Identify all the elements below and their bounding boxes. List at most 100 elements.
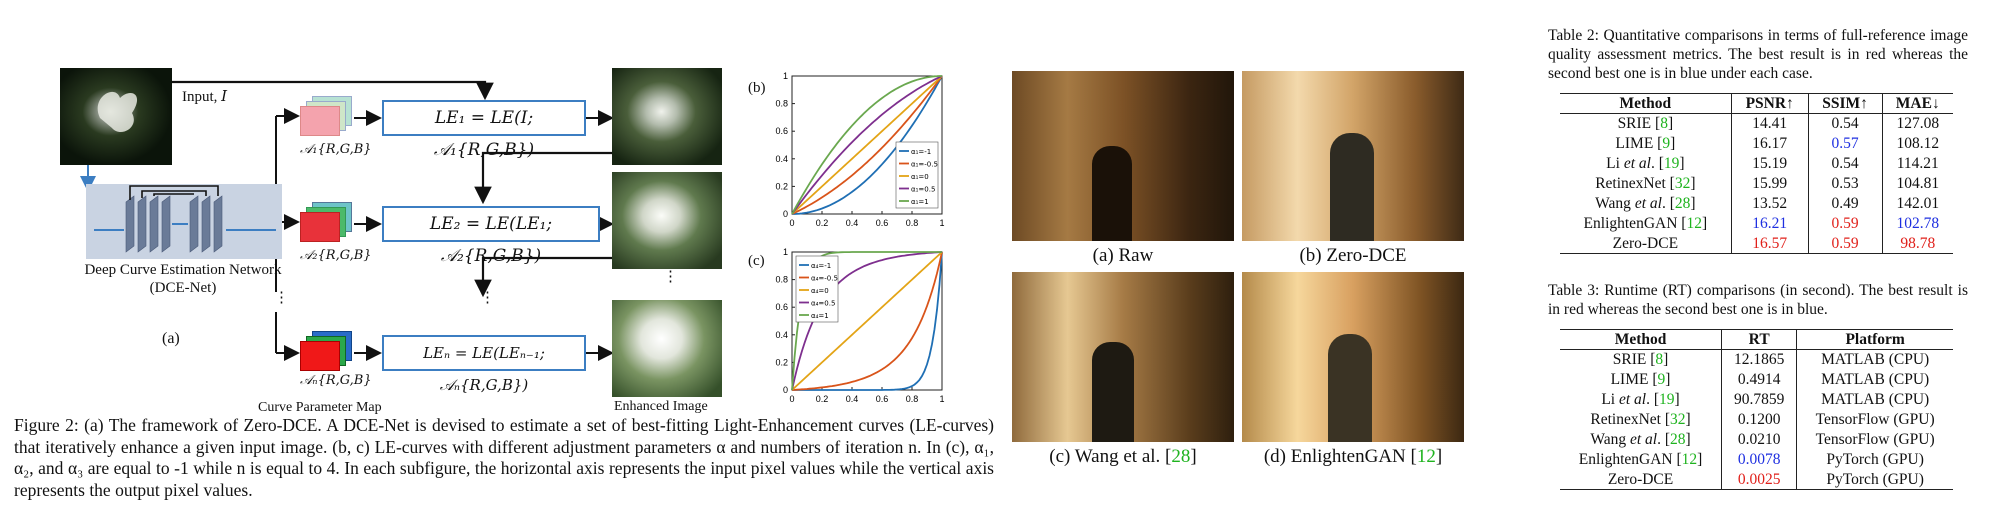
column-header: PSNR↑	[1730, 93, 1809, 114]
legend-label: α₁=1	[911, 198, 929, 206]
x-tick-label: 0.6	[876, 394, 889, 404]
table-row: Zero-DCE 16.57 0.59 98.78	[1560, 233, 1953, 254]
method-cell: EnlightenGAN [12]	[1583, 215, 1708, 232]
value-cell: MATLAB (CPU)	[1796, 389, 1953, 410]
x-tick-label: 0	[789, 218, 794, 228]
caption-raw: (a) Raw	[1092, 245, 1154, 266]
table-row: Li et al. [19] 90.7859 MATLAB (CPU)	[1560, 389, 1953, 410]
photo-zero-dce	[1242, 71, 1464, 241]
chart-c: 0 0.2 0.4 0.6 0.8 1 0 0.2 0.4 0.6 0.8 1 α₄=-1 α₄=-0.5…	[775, 247, 944, 404]
enhanced-label: Enhanced Image	[614, 399, 708, 414]
method-cell: SRIE [8]	[1612, 351, 1669, 369]
legend-box	[895, 141, 939, 209]
value-cell: 15.19	[1730, 153, 1809, 174]
x-tick-label: 1	[939, 218, 944, 228]
value-cell: 142.01	[1881, 193, 1953, 214]
curve-series-4	[791, 75, 942, 215]
dce-net-box	[86, 184, 282, 259]
panel-b-label: (b)	[748, 80, 766, 96]
value-cell: 104.81	[1881, 173, 1953, 194]
value-cell: 0.0210	[1721, 429, 1797, 450]
method-cell: Wang et al. [28]	[1590, 431, 1691, 448]
table2-caption: Table 2: Quantitative comparisons in ter…	[1548, 27, 1968, 82]
le2-box: LE₂ = LE(LE₁; 𝒜₂{R,G,B})	[382, 206, 600, 266]
table-row: RetinexNet [32] 15.99 0.53 104.81	[1560, 173, 1953, 194]
value-cell: 98.78	[1881, 233, 1953, 254]
method-cell: SRIE [8]	[1617, 115, 1674, 133]
enhanced-image-2	[612, 172, 722, 269]
y-tick-label: 0.8	[775, 275, 788, 285]
chart-b: 0 0.2 0.4 0.6 0.8 1 0 0.2 0.4 0.6 0.8 1 α₁=-1 α₁=-0.5…	[775, 71, 944, 228]
photo-wang	[1012, 272, 1234, 442]
x-tick-label: 0	[789, 394, 794, 404]
column-header: MAE↓	[1881, 93, 1953, 114]
curve-series-3	[791, 75, 943, 215]
method-cell: RetinexNet [32]	[1590, 411, 1691, 428]
method-cell: Zero-DCE	[1612, 234, 1679, 252]
egret-icon	[97, 91, 138, 133]
framework-arrows	[80, 80, 614, 361]
table-row: EnlightenGAN [12] 16.21 0.59 102.78	[1560, 213, 1953, 234]
network-label: Deep Curve Estimation Network	[84, 262, 282, 278]
table-row: Wang et al. [28] 0.0210 TensorFlow (GPU)	[1560, 429, 1953, 450]
table2: Method PSNR↑ SSIM↑ MAE↓ SRIE [8] 14.41 0.54 127…	[1560, 93, 1953, 254]
curve-map-n	[300, 331, 356, 376]
x-tick-label: 0.8	[906, 394, 919, 404]
value-cell: MATLAB (CPU)	[1796, 349, 1953, 370]
y-tick-label: 0.6	[775, 302, 788, 312]
curve-series-0	[792, 75, 943, 215]
value-cell: 0.59	[1807, 233, 1882, 254]
table-row: LIME [9] 16.17 0.57 108.12	[1560, 133, 1953, 154]
table-header-row: Method PSNR↑ SSIM↑ MAE↓	[1560, 93, 1953, 114]
legend-label: α₄=-1	[811, 262, 831, 270]
method-cell: Zero-DCE	[1607, 470, 1674, 488]
column-header: Method	[1560, 329, 1722, 350]
value-cell: TensorFlow (GPU)	[1796, 429, 1953, 450]
vertical-ellipsis-3: ⋮	[663, 269, 678, 285]
legend-label: α₁=-0.5	[911, 161, 938, 169]
a1-label: 𝒜₁{R,G,B}	[300, 142, 372, 157]
y-tick-label: 0	[783, 209, 788, 219]
vertical-ellipsis: ⋮	[274, 290, 289, 306]
value-cell: 16.57	[1730, 233, 1809, 254]
method-cell: Li et al. [19]	[1601, 391, 1680, 408]
x-tick-label: 0.2	[816, 394, 829, 404]
enhanced-image-1	[612, 68, 722, 165]
photo-enlightengan	[1242, 272, 1464, 442]
table-row: RetinexNet [32] 0.1200 TensorFlow (GPU)	[1560, 409, 1953, 430]
x-tick-label: 0.2	[816, 218, 829, 228]
caption-enlightengan: (d) EnlightenGAN [12]	[1263, 446, 1443, 467]
panel-a-label: (a)	[162, 330, 180, 347]
table-row: Wang et al. [28] 13.52 0.49 142.01	[1560, 193, 1953, 214]
table-header-row: Method RT Platform	[1560, 329, 1953, 350]
column-header: Platform	[1796, 329, 1953, 350]
y-tick-label: 0	[783, 385, 788, 395]
legend-label: α₄=0.5	[811, 300, 835, 308]
value-cell: PyTorch (GPU)	[1796, 469, 1953, 490]
value-cell: 127.08	[1881, 113, 1953, 134]
caption-zero-dce: (b) Zero-DCE	[1299, 245, 1407, 266]
vertical-ellipsis-2: ⋮	[480, 290, 495, 306]
table-row: LIME [9] 0.4914 MATLAB (CPU)	[1560, 369, 1953, 390]
y-tick-label: 1	[783, 247, 788, 257]
value-cell: 108.12	[1881, 133, 1953, 154]
method-cell: Wang et al. [28]	[1595, 195, 1696, 212]
curve-series-2	[791, 251, 943, 391]
curve-map-label: Curve Parameter Map	[258, 400, 382, 415]
legend-label: α₁=0	[911, 173, 929, 181]
x-tick-label: 0.4	[846, 394, 859, 404]
y-tick-label: 0.8	[775, 99, 788, 109]
curve-series-1	[791, 75, 943, 215]
method-cell: EnlightenGAN [12]	[1578, 451, 1703, 468]
value-cell: 114.21	[1881, 153, 1953, 174]
legend-label: α₄=-0.5	[811, 275, 838, 283]
method-cell: LIME [9]	[1610, 371, 1671, 388]
y-tick-label: 0.2	[775, 357, 788, 367]
network-sublabel: (DCE-Net)	[149, 280, 217, 296]
table-row: EnlightenGAN [12] 0.0078 PyTorch (GPU)	[1560, 449, 1953, 470]
caption-wang: (c) Wang et al. [28]	[1049, 446, 1197, 467]
value-cell: 0.53	[1807, 173, 1882, 194]
table3: Method RT Platform SRIE [8] 12.1865 MATLAB (C…	[1560, 329, 1953, 490]
value-cell: 13.52	[1730, 193, 1809, 214]
value-cell: PyTorch (GPU)	[1796, 449, 1953, 470]
